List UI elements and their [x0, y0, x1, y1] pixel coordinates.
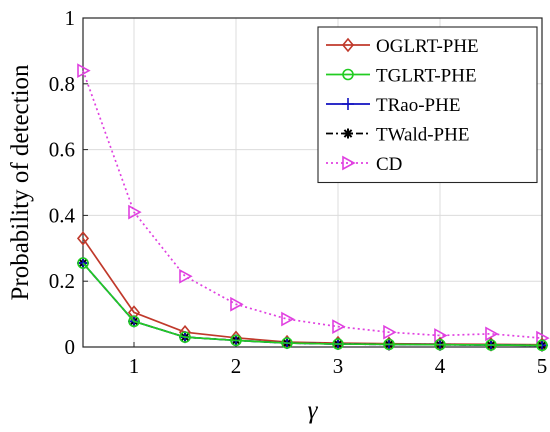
legend: OGLRT-PHE TGLRT-PHE TRao-PHE TWald-PHE CD — [317, 26, 538, 184]
data-point — [281, 337, 293, 349]
legend-marker — [343, 128, 353, 139]
data-point — [332, 319, 346, 334]
series-line — [82, 262, 543, 347]
legend-label: TWald-PHE — [376, 125, 469, 146]
y-tick-label: 1 — [65, 6, 76, 30]
data-point — [485, 326, 499, 342]
y-tick-label: 0 — [65, 335, 76, 359]
plot-area — [82, 17, 543, 348]
legend-item: TGLRT-PHE — [326, 66, 477, 87]
x-axis-label: γ — [308, 397, 319, 424]
x-tick-label: 1 — [129, 354, 140, 378]
x-tick-label: 5 — [537, 354, 548, 378]
data-point — [179, 331, 191, 343]
series-line — [82, 262, 543, 347]
series-line — [82, 262, 543, 347]
data-point — [230, 334, 242, 347]
data-point — [536, 339, 548, 352]
x-tick-label: 4 — [435, 354, 446, 378]
legend-marker — [342, 98, 354, 110]
legend-item: TRao-PHE — [326, 95, 460, 116]
y-tick-label: 0.4 — [49, 203, 76, 227]
y-tick-label: 0.8 — [49, 72, 75, 96]
data-point — [128, 204, 142, 220]
series-line — [82, 70, 543, 339]
y-axis-label: Probability of detection — [7, 64, 34, 301]
series-line — [82, 237, 543, 346]
data-point — [383, 338, 395, 351]
legend-item: CD — [326, 154, 402, 175]
series-twald-phe — [78, 258, 547, 351]
legend-marker — [341, 37, 355, 53]
legend-marker — [342, 68, 354, 81]
data-point — [485, 339, 497, 351]
axis-ticks: 1 2 3 4 5 0 0.2 0.4 0.6 0.8 1 — [49, 6, 548, 378]
data-point — [383, 324, 397, 340]
legend-label: CD — [376, 154, 402, 175]
data-point — [77, 63, 91, 78]
legend-marker — [342, 155, 356, 171]
series-trao-phe — [77, 257, 548, 352]
y-tick-label: 0.2 — [49, 269, 75, 293]
data-point — [434, 338, 446, 351]
x-tick-label: 3 — [333, 354, 344, 378]
series-oglrt-phe — [76, 231, 549, 352]
data-point — [76, 231, 90, 246]
data-point — [128, 315, 140, 328]
data-point — [230, 296, 244, 312]
legend-label: OGLRT-PHE — [376, 36, 479, 57]
legend-label: TRao-PHE — [376, 95, 460, 116]
data-point — [332, 338, 344, 350]
series-group — [76, 63, 550, 352]
legend-label: TGLRT-PHE — [376, 66, 477, 87]
data-point — [77, 257, 89, 269]
y-tick-label: 0.6 — [49, 138, 75, 162]
x-tick-label: 2 — [231, 354, 242, 378]
data-point — [281, 311, 295, 327]
legend-item: TWald-PHE — [326, 125, 469, 146]
legend-item: OGLRT-PHE — [326, 36, 479, 57]
series-tglrt-phe — [77, 257, 548, 352]
data-point — [179, 268, 193, 284]
